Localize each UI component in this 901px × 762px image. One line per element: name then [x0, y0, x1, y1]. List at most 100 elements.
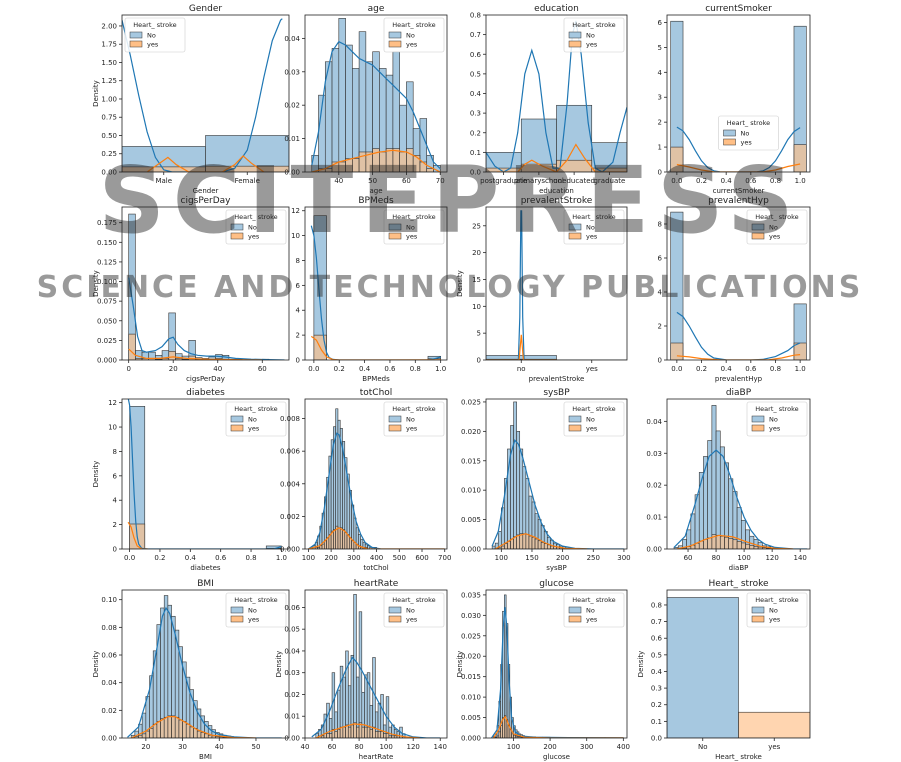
y-tick-label: 0.000: [280, 546, 300, 554]
axes-frame: [666, 589, 811, 739]
x-tick-label: 100: [379, 743, 392, 751]
y-tick-label: 6: [296, 282, 301, 290]
bar-yes: [356, 726, 360, 738]
y-tick-label: 2.00: [101, 22, 117, 30]
legend-title: Heart_ stroke: [234, 213, 277, 221]
legend-title: Heart_ stroke: [392, 596, 435, 604]
bar-yes: [703, 539, 708, 549]
bar-yes: [504, 543, 508, 549]
legend-swatch-no: [388, 415, 402, 423]
y-tick-label: 0.015: [461, 457, 481, 465]
y-tick-label: 0.2: [651, 701, 662, 709]
y-tick-label: 4: [113, 497, 118, 505]
legend-title: Heart_ stroke: [133, 21, 176, 29]
x-tick-label: 400: [617, 743, 630, 751]
subplot-title: glucose: [539, 579, 574, 589]
bar-yes: [345, 724, 349, 738]
bar-no: [591, 142, 627, 172]
kde-line-no: [310, 225, 441, 360]
subplot-bmi: 0.00 0.02 0.04 0.06 0.08 0.10 20 30 40 50 BMI BMI De…: [92, 579, 290, 761]
legend-label-yes: yes: [769, 616, 781, 624]
bar-no: [793, 25, 807, 172]
legend-label-no: No: [248, 607, 257, 615]
y-tick-label: 0.006: [280, 448, 301, 456]
x-axis-label: prevalentStroke: [529, 375, 585, 383]
axes-frame: [304, 206, 448, 361]
y-tick-label: 0.035: [461, 591, 481, 599]
y-tick-label: 15: [472, 276, 481, 284]
y-tick-label: 0.03: [646, 450, 662, 458]
y-tick-label: 0.0: [470, 169, 481, 177]
x-tick-label: 0.2: [696, 177, 707, 185]
watermark-main: SCITEPRESS: [98, 147, 801, 254]
y-tick-label: 0.00: [101, 169, 117, 177]
y-tick-label: 2: [296, 332, 300, 340]
y-tick-label: 0.03: [284, 669, 300, 677]
bar-no: [353, 594, 357, 738]
bar-yes: [178, 719, 183, 738]
y-axis-label: Density: [637, 651, 645, 678]
subplot-diabetes: 0 2 4 6 8 10 12 0.0 0.2 0.4 0.6 0.8 1.0 diabetes diabe…: [92, 388, 290, 572]
subplot-cigsperday: 0.000 0.025 0.050 0.075 0.100 0.125 0.150 0.175…: [92, 196, 290, 383]
kde-line-no: [122, 18, 283, 172]
kde-line-yes: [146, 155, 265, 172]
x-axis-label: education: [539, 187, 574, 195]
y-tick-label: 0.02: [284, 691, 300, 699]
x-tick-label: 400: [370, 554, 383, 562]
kde-line-yes: [310, 335, 441, 360]
y-tick-label: 0.020: [461, 653, 481, 661]
x-tick-label: 40: [215, 743, 224, 751]
subplot-title: BMI: [197, 579, 214, 589]
bar-yes: [364, 726, 368, 738]
legend-title: Heart_ stroke: [392, 213, 435, 221]
legend-label-yes: yes: [147, 41, 159, 49]
bar-yes: [516, 534, 521, 549]
x-tick-label: 0.8: [770, 177, 781, 185]
subplot-title: education: [534, 4, 579, 14]
subplot-glucose: 0.000 0.005 0.010 0.015 0.020 0.025 0.030 0.035…: [456, 579, 630, 761]
legend-label-no: No: [586, 224, 595, 232]
y-axis-label: Density: [456, 651, 464, 678]
y-tick-label: 0.00: [284, 735, 300, 743]
y-tick-label: 0.03: [284, 68, 300, 76]
legend-title: Heart_ stroke: [755, 405, 798, 413]
x-tick-label: 200: [543, 743, 556, 751]
bar-yes: [185, 723, 191, 738]
kde-line-no: [311, 656, 441, 738]
kde-line-yes: [128, 348, 263, 360]
legend-label-no: No: [586, 607, 595, 615]
x-tick-label: 20: [169, 365, 178, 373]
bar-yes: [540, 542, 545, 549]
plot-area: [122, 18, 289, 172]
legend-label-no: No: [586, 416, 595, 424]
bar-yes: [519, 533, 524, 549]
x-tick-label: 0.6: [384, 365, 396, 373]
x-tick-label: 50: [368, 177, 377, 185]
legend-label-no: No: [741, 130, 750, 138]
legend-swatch-no: [388, 31, 402, 39]
bar-yes: [350, 724, 354, 738]
bar-yes: [182, 721, 187, 738]
bar-yes: [160, 718, 165, 738]
kde-line-no: [308, 432, 445, 549]
legend-swatch-yes: [388, 424, 402, 432]
legend-title: Heart_ stroke: [234, 405, 277, 413]
x-tick-label: Female: [235, 177, 260, 185]
legend-swatch-no: [568, 606, 582, 614]
bar-yes: [200, 732, 205, 738]
x-tick-label: 0.0: [124, 554, 135, 562]
y-tick-label: 0.000: [461, 546, 481, 554]
y-tick-label: 6: [658, 19, 663, 27]
y-tick-label: 5: [477, 330, 481, 338]
bar-yes: [145, 730, 150, 738]
y-tick-label: 0.175: [97, 219, 117, 227]
y-axis-label: Density: [456, 270, 464, 297]
kde-line-yes: [676, 354, 801, 360]
subplot-title: diaBP: [726, 388, 752, 398]
legend-title: Heart_ stroke: [572, 21, 615, 29]
subplot-bpmeds: 0 2 4 6 8 10 12 0.0 0.2 0.4 0.6 0.8 1.0 BPMeds BPMeds H…: [291, 196, 448, 383]
bar-no: [711, 405, 717, 549]
